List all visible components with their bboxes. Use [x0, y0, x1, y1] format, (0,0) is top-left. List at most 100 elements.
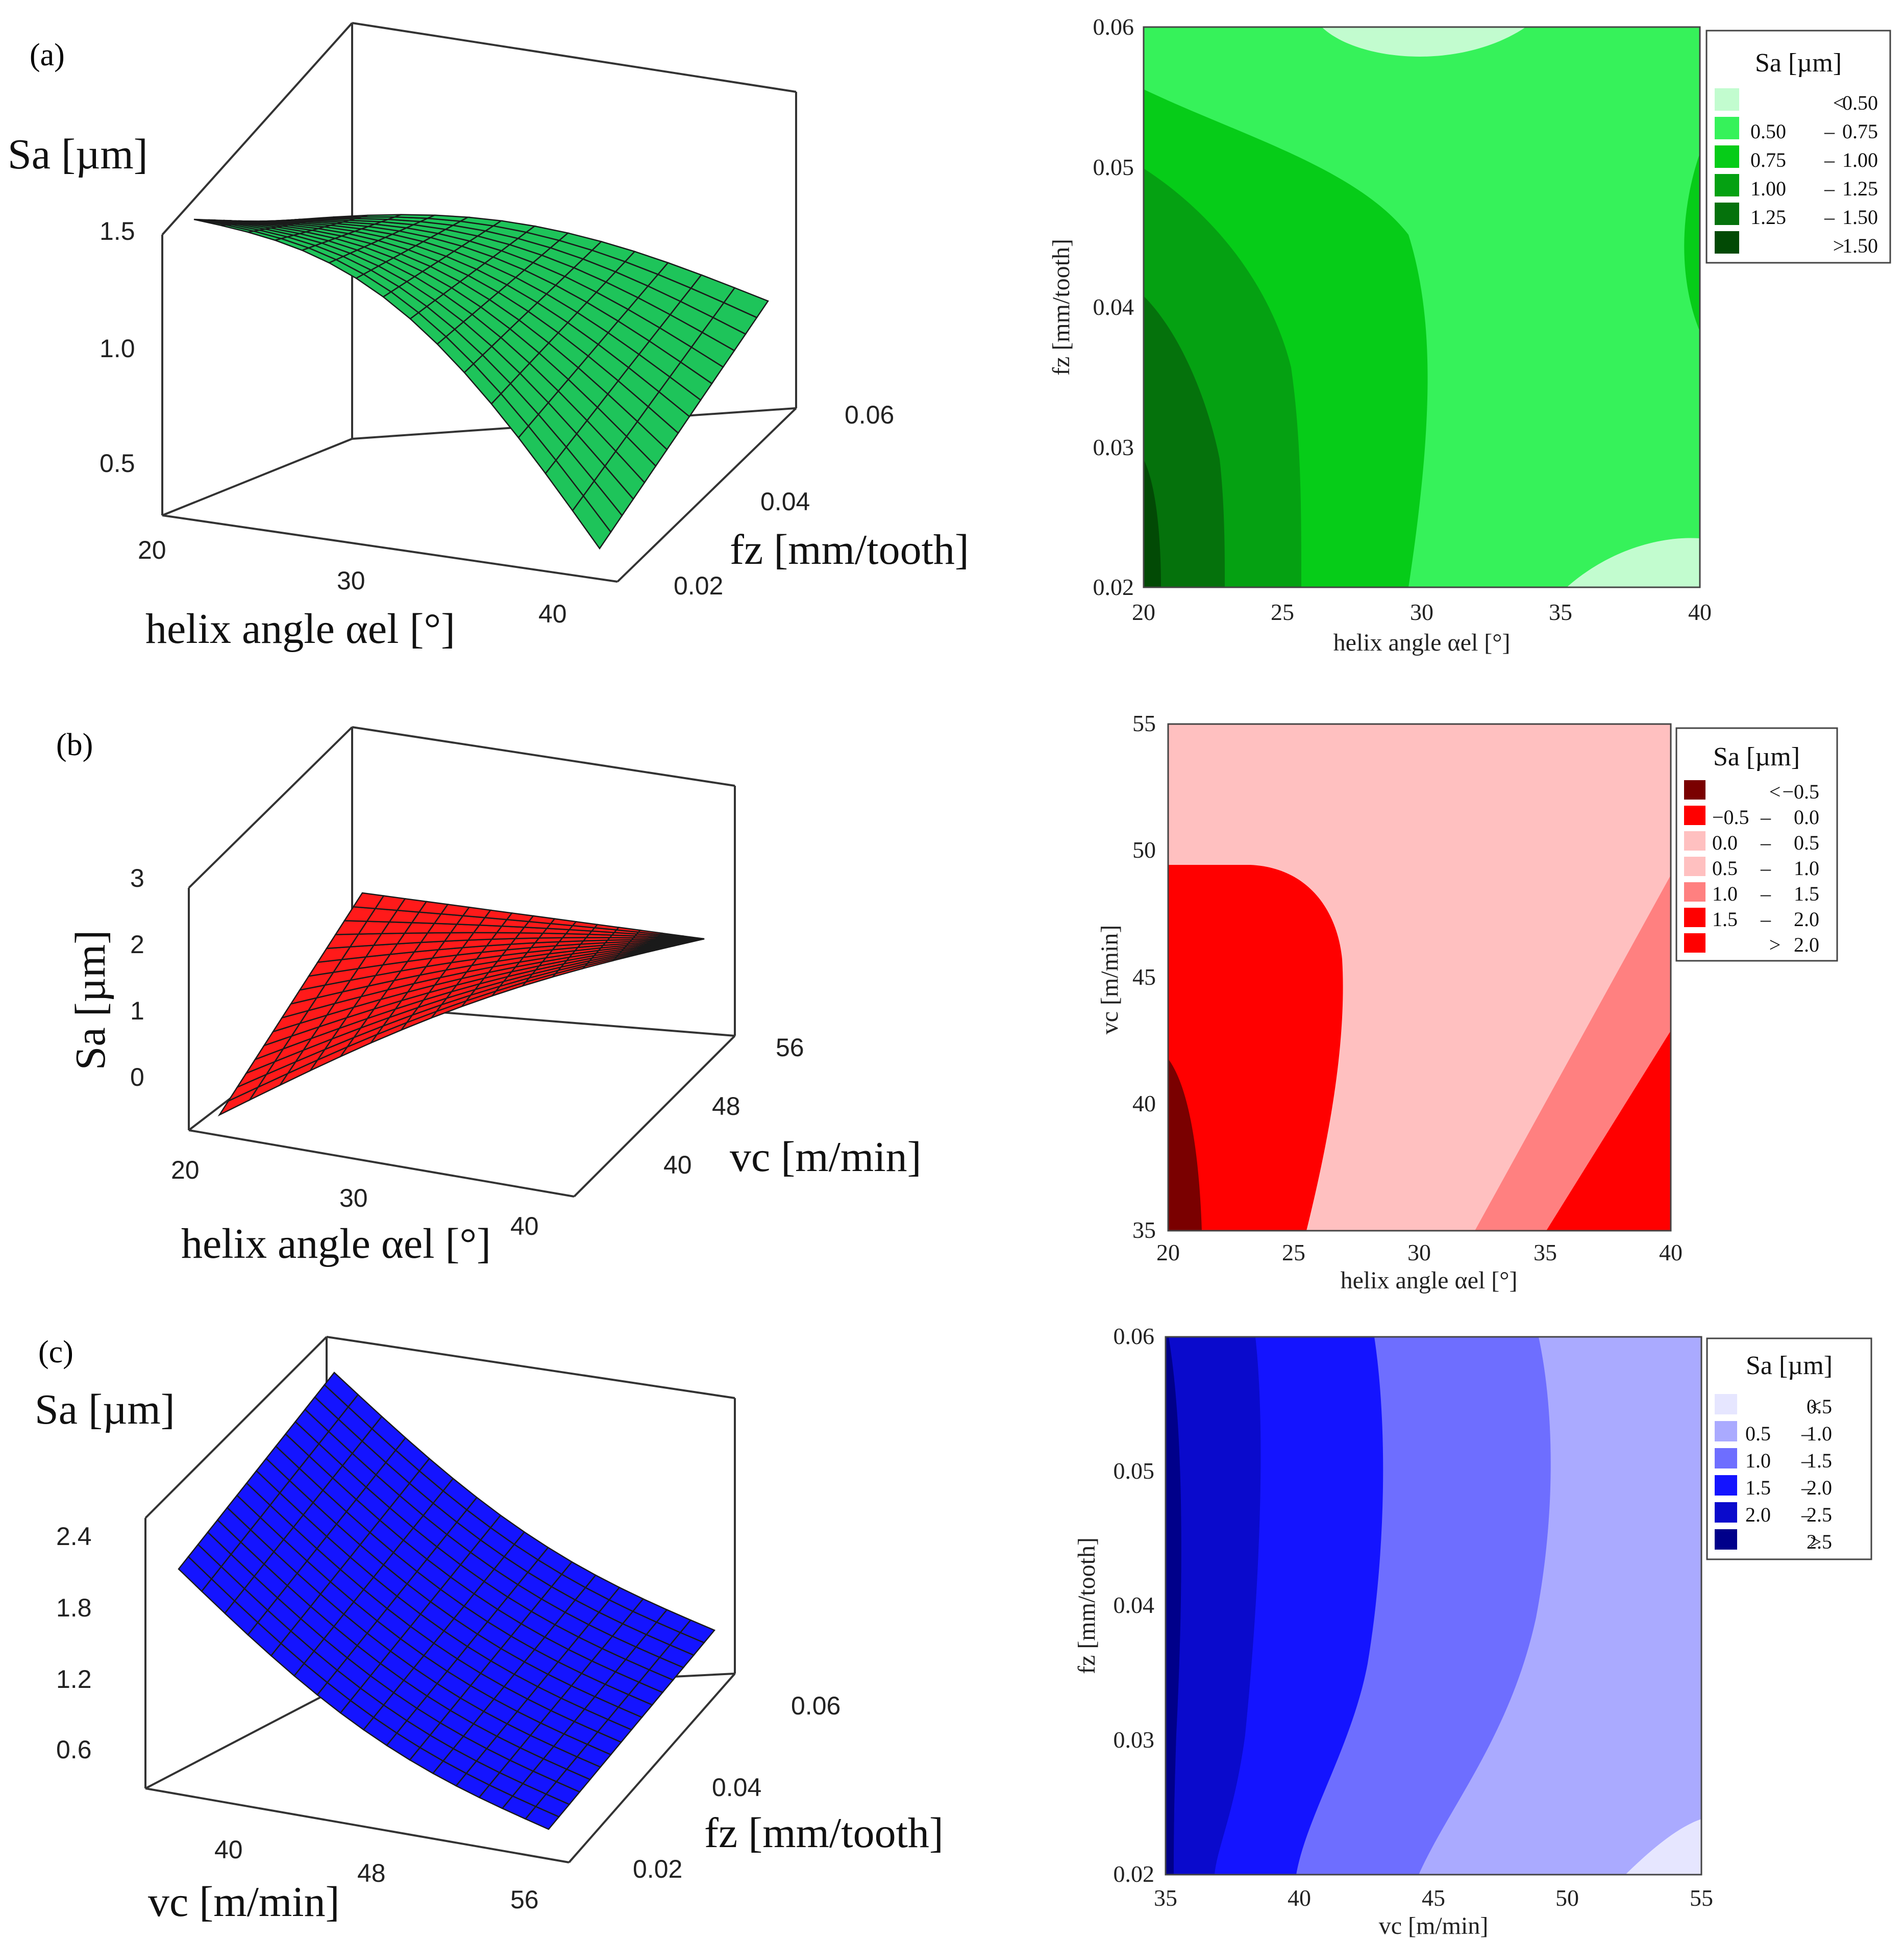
y-tick: 55: [1132, 710, 1156, 736]
contour-plot-c: 0.02 0.03 0.04 0.05 0.06 35 40 45 50 55 …: [1073, 1323, 1872, 1939]
y-tick: 0.02: [1114, 1861, 1155, 1887]
legend-label-hi: 1.5: [1794, 882, 1819, 905]
surface-cell: [681, 935, 705, 940]
panel-label-b: (b): [56, 728, 93, 762]
box-edge: [162, 438, 353, 516]
legend-label-lo: 1.0: [1712, 882, 1738, 905]
y-tick: 40: [663, 1151, 692, 1179]
z-tick: 1.8: [56, 1594, 92, 1622]
legend-swatch: [1715, 1394, 1737, 1414]
surface-plot-a: 1.5 1.0 0.5 20 30 40 0.02 0.04 0.06 Sa […: [8, 22, 969, 653]
y-axis-title: fz [mm/tooth]: [1048, 239, 1075, 376]
legend-label-hi: 0.50: [1842, 91, 1878, 114]
contour-region--0.5-0.0: [1168, 865, 1343, 1231]
legend-dash: –: [1760, 831, 1771, 854]
z-tick: 2.4: [56, 1522, 92, 1551]
x-tick: 40: [1288, 1885, 1311, 1911]
legend-swatch: [1715, 1448, 1737, 1468]
contour-region-lt--0.5: [1168, 1059, 1202, 1231]
legend-title: Sa [µm]: [1713, 742, 1800, 771]
legend-a: Sa [µm] <0.500.50–0.750.75–1.001.00–1.25…: [1705, 30, 1891, 264]
legend-dash: –: [1824, 177, 1835, 200]
y-tick: 0.04: [712, 1773, 761, 1802]
contour-region-0.75-1.00: [1684, 153, 1700, 332]
box-edge: [161, 22, 353, 236]
legend-label-hi: −0.5: [1782, 780, 1819, 803]
contour-region-1.25-1.50: [1144, 296, 1225, 587]
z-axis-title: Sa [µm]: [35, 1386, 175, 1433]
legend-label-hi: 0.75: [1842, 120, 1878, 143]
y-tick: 0.02: [633, 1855, 682, 1883]
y-tick: 0.06: [791, 1691, 840, 1720]
z-tick: 3: [130, 864, 144, 892]
box-edge: [188, 1129, 575, 1198]
legend-label-hi: 0.0: [1794, 806, 1819, 829]
legend-c: Sa [µm] <0.50.5 –1.01.0 –1.51.5 –2.02.0 –2.5…: [1706, 1337, 1872, 1560]
legend-label-hi: 2.0: [1794, 908, 1819, 931]
y-tick: 35: [1132, 1217, 1156, 1243]
z-tick: 2: [130, 930, 144, 959]
z-tick: 1.2: [56, 1665, 92, 1694]
contour-region-gt-1.50: [1144, 459, 1161, 587]
legend-swatch: [1715, 174, 1739, 196]
x-tick: 35: [1549, 599, 1572, 625]
contour-region-lt-0.50: [1567, 538, 1700, 587]
contour-plot-b: 35 40 45 50 55 20 25 30 35 40 helix angl…: [1096, 710, 1838, 1294]
x-tick: 35: [1534, 1239, 1557, 1265]
contour-region-lt-0.50: [1322, 27, 1526, 57]
contour-region-gt-2.5: [1166, 1337, 1181, 1875]
y-axis-title: vc [m/min]: [730, 1133, 922, 1181]
y-axis-title: vc [m/min]: [1096, 925, 1123, 1035]
legend-dash: –: [1760, 857, 1771, 880]
x-tick: 30: [1410, 599, 1433, 625]
surface-plot-b: 3 2 1 0 20 30 40 40 48 56 Sa [µm] helix …: [67, 726, 922, 1267]
legend-label-hi: 1.50: [1842, 206, 1878, 229]
z-tick: 0: [130, 1063, 144, 1091]
legend-swatch: [1715, 203, 1739, 225]
y-tick: 48: [712, 1092, 740, 1121]
legend-label-lo: −0.5: [1712, 806, 1749, 829]
x-tick: 30: [1407, 1239, 1431, 1265]
contour-region-2.0-2.5: [1166, 1337, 1261, 1875]
legend-dash: –: [1801, 1449, 1812, 1472]
x-tick: 40: [1688, 599, 1712, 625]
x-tick: 20: [138, 536, 166, 564]
legend-label-hi: 1.00: [1842, 148, 1878, 171]
z-tick: 1.0: [100, 334, 135, 363]
legend-b: Sa [µm] < −0.5−0.5–0.00.0–0.50.5–1.01.0–1…: [1675, 727, 1838, 962]
legend-label-lo: >: [1769, 933, 1781, 956]
legend-swatch: [1715, 1529, 1737, 1550]
contour-frame: [1167, 723, 1672, 1232]
box-edge: [144, 1336, 328, 1519]
legend-label-lo: 0.5: [1745, 1422, 1771, 1445]
x-tick: 40: [1659, 1239, 1683, 1265]
y-tick: 56: [776, 1033, 804, 1062]
legend-label-lo: >: [1833, 234, 1845, 257]
surface-mesh-c: [178, 1372, 716, 1830]
box-edge: [352, 22, 797, 93]
legend-swatch: [1715, 88, 1739, 111]
contour-region-lt-0.5: [1625, 1819, 1701, 1875]
surface-cell: [679, 1619, 716, 1644]
y-axis-title: fz [mm/tooth]: [1073, 1537, 1100, 1674]
box-edge: [568, 1673, 736, 1863]
x-tick: 40: [214, 1835, 243, 1864]
legend-swatch: [1684, 806, 1705, 825]
y-tick: 0.02: [1093, 574, 1134, 600]
legend-label-lo: 1.0: [1745, 1449, 1771, 1472]
legend-label-lo: 0.0: [1712, 831, 1738, 854]
box-edge: [162, 514, 618, 583]
legend-swatch: [1684, 780, 1705, 800]
legend-dash: –: [1801, 1503, 1812, 1526]
legend-dash: –: [1760, 908, 1771, 931]
x-axis-title: helix angle αel [°]: [145, 605, 455, 653]
contour-plot-a: 0.02 0.03 0.04 0.05 0.06 20 25 30 35 40 …: [1048, 14, 1891, 656]
x-tick: 25: [1282, 1239, 1305, 1265]
contour-frame: [1165, 1336, 1702, 1876]
legend-swatch: [1684, 933, 1705, 953]
panel-label-c: (c): [38, 1335, 73, 1370]
legend-label-hi: 2.5: [1807, 1503, 1832, 1526]
legend-label-hi: 1.5: [1807, 1449, 1832, 1472]
surface-mesh-b: [217, 892, 705, 1117]
legend-label-lo: 0.75: [1750, 148, 1786, 171]
